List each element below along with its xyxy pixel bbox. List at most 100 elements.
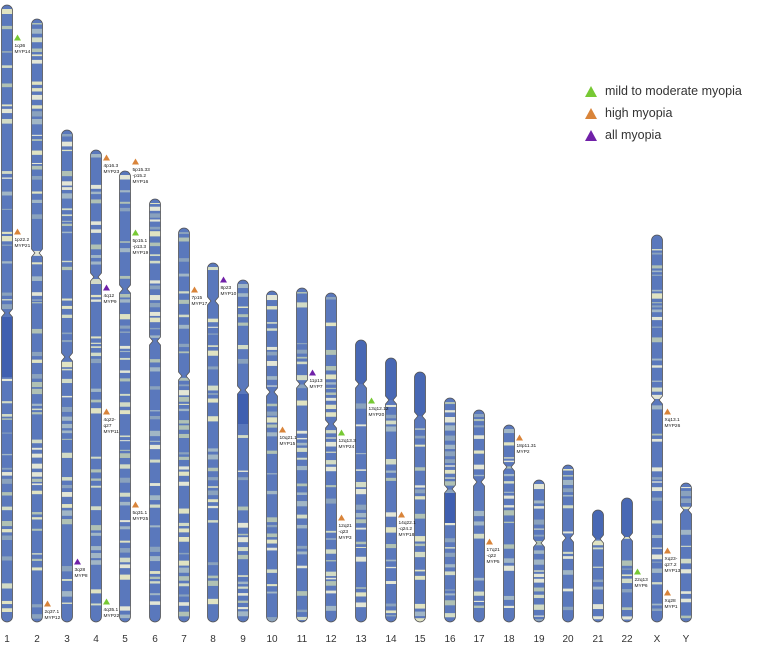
locus-label: MYP3 bbox=[339, 535, 352, 541]
chromosome-3 bbox=[61, 129, 73, 623]
locus-label: -p13.3 bbox=[133, 244, 147, 250]
triangle-icon bbox=[103, 284, 110, 291]
chromosome-21 bbox=[592, 509, 604, 623]
chromosome-X bbox=[651, 234, 663, 623]
chromosome-19 bbox=[533, 479, 545, 623]
triangle-icon bbox=[664, 589, 671, 596]
chromosome-label: 7 bbox=[181, 634, 187, 645]
locus-label: 4q22- bbox=[104, 417, 117, 423]
locus-label: 8p23 bbox=[221, 285, 232, 291]
triangle-icon bbox=[74, 558, 81, 565]
chromosome-labels: 1 2 3 4 5 6 7 8 9 10 11 12 13 14 15 16 17 18 19 20 21 22 X Y bbox=[4, 634, 689, 645]
locus-label: 1q36 bbox=[15, 43, 26, 49]
triangle-icon bbox=[634, 568, 641, 575]
locus-label: MYP7 bbox=[310, 384, 323, 390]
locus-label: q27 bbox=[104, 423, 112, 429]
locus-label: 10q21.1 bbox=[280, 435, 298, 441]
locus-label: 7p15 bbox=[192, 295, 203, 301]
legend-label-mild: mild to moderate myopia bbox=[605, 84, 742, 98]
chromosome-label: 21 bbox=[592, 634, 604, 645]
chromosome-label: 9 bbox=[240, 634, 246, 645]
chromosome-22 bbox=[621, 497, 633, 623]
triangle-icon bbox=[132, 501, 139, 508]
chromosome-label: 13 bbox=[355, 634, 367, 645]
triangle-icon bbox=[338, 429, 345, 436]
legend-item-all: all myopia bbox=[585, 124, 742, 146]
locus-label: MYP24 bbox=[339, 444, 355, 450]
locus-label: MYP14 bbox=[15, 49, 31, 55]
locus-label: 11p13 bbox=[310, 378, 323, 384]
locus-label: MYP20 bbox=[369, 412, 385, 418]
locus-label: MYP2 bbox=[517, 449, 530, 455]
triangle-icon bbox=[309, 369, 316, 376]
locus-label: MYP12 bbox=[45, 615, 61, 621]
locus-label: 4q35.1 bbox=[104, 607, 119, 613]
locus-label: MYP5 bbox=[487, 559, 500, 565]
chromosome-label: 3 bbox=[64, 634, 70, 645]
triangle-icon bbox=[14, 228, 21, 235]
locus-label: MYP26 bbox=[665, 423, 681, 429]
triangle-icon bbox=[132, 158, 139, 165]
triangle-icon bbox=[398, 511, 405, 518]
triangle-icon bbox=[103, 408, 110, 415]
triangle-icon bbox=[14, 34, 21, 41]
locus-label: MYP11 bbox=[104, 429, 120, 435]
chromosome-label: 18 bbox=[503, 634, 515, 645]
triangle-icon bbox=[664, 408, 671, 415]
locus-label: 2q37.1 bbox=[45, 609, 60, 615]
chromosome-label: 12 bbox=[325, 634, 337, 645]
chromosome-20 bbox=[562, 464, 574, 623]
legend-item-high: high myopia bbox=[585, 102, 742, 124]
chromosome-label: 20 bbox=[562, 634, 574, 645]
chromosome-14 bbox=[385, 357, 397, 623]
chromosome-label: 16 bbox=[444, 634, 456, 645]
locus-label: 17q21 bbox=[487, 547, 501, 553]
triangle-icon bbox=[664, 547, 671, 554]
chromosome-label: 11 bbox=[297, 634, 308, 645]
locus-label: -q22 bbox=[487, 553, 497, 559]
locus-label: MYP13 bbox=[665, 568, 681, 574]
locus-label: 22q13 bbox=[635, 577, 649, 583]
chromosome-12 bbox=[325, 292, 337, 623]
locus-label: MYP25 bbox=[133, 516, 149, 522]
triangle-icon bbox=[585, 129, 597, 141]
chromosome-label: 5 bbox=[122, 634, 128, 645]
locus-label: -q24.2 bbox=[399, 526, 413, 532]
triangle-icon bbox=[44, 600, 51, 607]
locus-label: 4p16.3 bbox=[104, 163, 119, 169]
chromosome-label: 6 bbox=[152, 634, 158, 645]
locus-label: 12q13.3 bbox=[339, 438, 357, 444]
locus-label: MYP23 bbox=[104, 169, 120, 175]
chromosome-10 bbox=[266, 290, 278, 623]
locus-label: Xq28 bbox=[665, 598, 677, 604]
chromosome-17 bbox=[473, 409, 485, 623]
chromosome-label: 19 bbox=[533, 634, 545, 645]
chromosome-7 bbox=[178, 227, 190, 623]
chromosome-8 bbox=[207, 262, 219, 623]
chromosome-6 bbox=[149, 198, 161, 623]
chromosome-label: 17 bbox=[473, 634, 485, 645]
triangle-icon bbox=[103, 154, 110, 161]
triangle-icon bbox=[132, 229, 139, 236]
locus-label: 13q12.12 bbox=[369, 406, 389, 412]
locus-label: Xq23- bbox=[665, 556, 678, 562]
locus-label: MYP22 bbox=[104, 613, 120, 619]
locus-label: q27.2 bbox=[665, 562, 677, 568]
chromosome-18 bbox=[503, 424, 515, 623]
chromosome-label: 2 bbox=[34, 634, 40, 645]
locus-label: MYP15 bbox=[280, 441, 296, 447]
